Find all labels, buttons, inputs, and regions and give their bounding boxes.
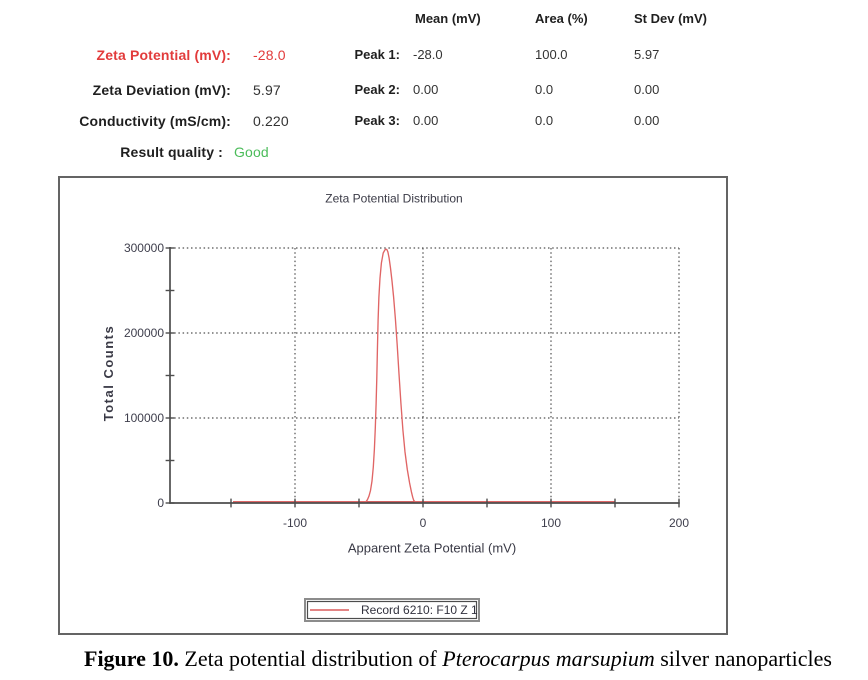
svg-text:100000: 100000 <box>124 411 164 425</box>
svg-text:-100: -100 <box>283 516 307 530</box>
svg-text:200000: 200000 <box>124 326 164 340</box>
svg-text:200: 200 <box>669 516 689 530</box>
svg-text:100: 100 <box>541 516 561 530</box>
svg-text:300000: 300000 <box>124 241 164 255</box>
svg-text:0: 0 <box>420 516 427 530</box>
svg-text:Zeta Potential Distribution: Zeta Potential Distribution <box>325 192 462 206</box>
svg-text:Record 6210: F10 Z 1: Record 6210: F10 Z 1 <box>361 603 478 617</box>
svg-text:Apparent Zeta Potential (mV): Apparent Zeta Potential (mV) <box>348 541 516 556</box>
svg-text:0: 0 <box>157 496 164 510</box>
svg-text:Total Counts: Total Counts <box>101 325 116 421</box>
